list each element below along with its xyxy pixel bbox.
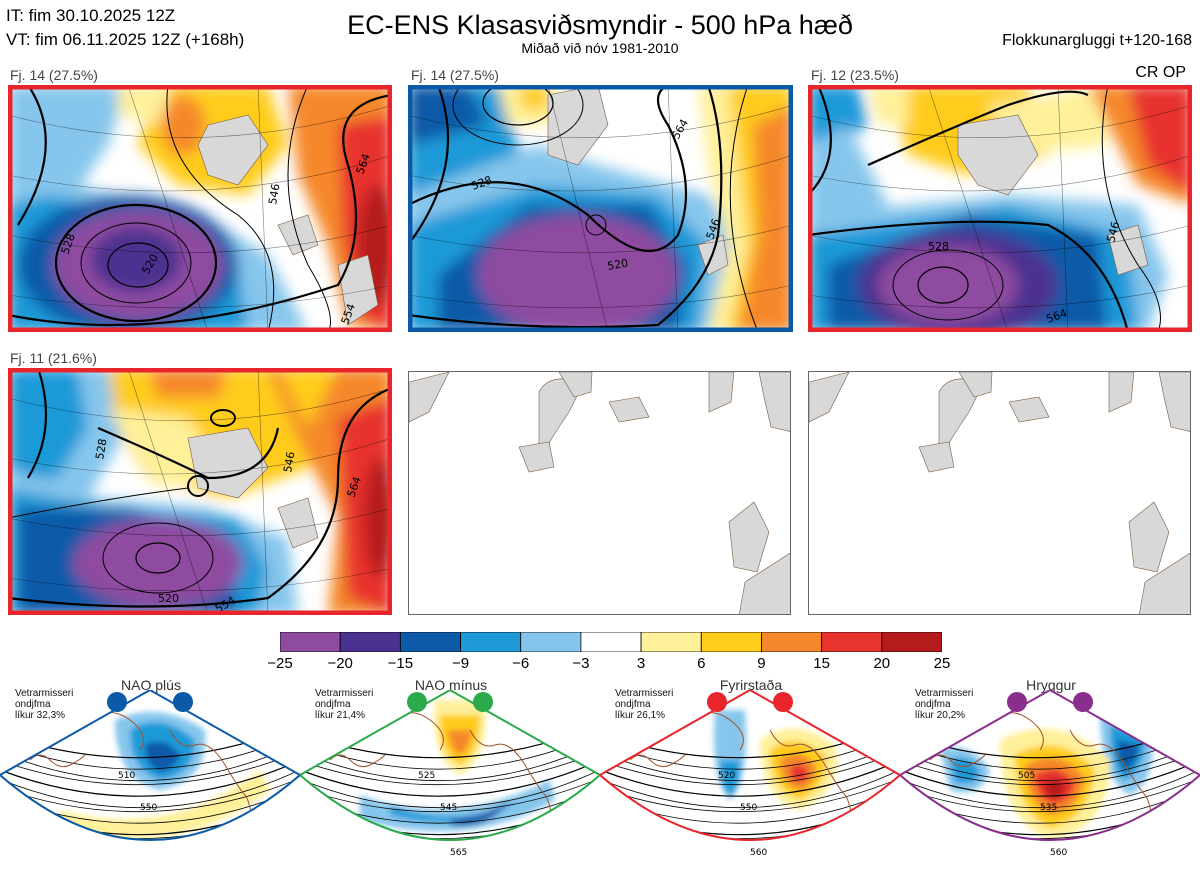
colorbar-tick-label: 3	[636, 655, 646, 672]
regime-marker-dot	[173, 692, 193, 712]
colorbar-tick-label: −9	[451, 655, 470, 672]
empty-map-6	[808, 371, 1191, 615]
regime-name: Hryggur	[1026, 677, 1076, 693]
regime-contour-label: 510	[118, 771, 135, 781]
page-subtitle: Miðað við nóv 1981-2010	[521, 40, 679, 56]
regime-marker-dot	[473, 692, 493, 712]
regime-note: ondjfma	[15, 699, 51, 710]
cluster-panel-2[interactable]: 528 520 546 564	[408, 85, 793, 332]
colorbar-segment	[520, 632, 582, 652]
panel-1-border	[8, 85, 392, 332]
colorbar-segment	[640, 632, 702, 652]
panel-3-contour-label: 546	[1104, 220, 1122, 244]
init-time: IT: fim 30.10.2025 12Z	[6, 6, 176, 25]
regime-marker-dot	[773, 692, 793, 712]
colorbar-tick-label: −20	[327, 655, 353, 672]
colorbar-tick-label: −25	[267, 655, 293, 672]
regime-note: líkur 20,2%	[915, 710, 966, 721]
colorbar-tick-label: 6	[697, 655, 706, 672]
regime-contour-label: 550	[740, 803, 757, 813]
colorbar-segment	[700, 632, 762, 652]
regime-note: ondjfma	[915, 699, 951, 710]
colorbar-segment	[881, 632, 942, 652]
regime-note: ondjfma	[315, 699, 351, 710]
panel-2-border	[408, 85, 793, 332]
regime-marker-dot	[1073, 692, 1093, 712]
regime-note: líkur 32,3%	[15, 710, 66, 721]
cluster-map-4: 528 520 546 554 564	[8, 368, 392, 615]
regime-map: 510 550	[0, 690, 300, 841]
panel-4-border	[8, 368, 392, 615]
regime-note: líkur 26,1%	[615, 710, 666, 721]
panel-2-label: Fj. 14 (27.5%)	[411, 67, 499, 83]
regime-contour-label: 535	[1040, 803, 1057, 813]
regime-name: Fyrirstaða	[719, 677, 783, 693]
regime-name: NAO plús	[121, 677, 181, 693]
regime-contour-label: 520	[718, 771, 735, 781]
panel-3-border	[808, 85, 1192, 332]
panel-1-label: Fj. 14 (27.5%)	[10, 67, 98, 83]
panel-4-label: Fj. 11 (21.6%)	[10, 350, 97, 366]
regime-contour-label: 550	[140, 803, 157, 813]
panel-2-contour-label: 520	[606, 257, 629, 273]
colorbar-tick-label: −15	[387, 655, 414, 672]
cluster-map-3: 528 546 564	[808, 85, 1192, 332]
cluster-panel-1[interactable]: 528 520 546 554 564	[8, 85, 392, 332]
empty-map-5	[408, 371, 791, 615]
regime-note: Vetrarmisseri	[915, 688, 974, 699]
regime-contour-label: 505	[1018, 771, 1035, 781]
regime-note: líkur 21,4%	[315, 710, 366, 721]
regime-contour-label: 525	[418, 771, 435, 781]
colorbar-segment	[460, 632, 522, 652]
colorbar-tick-label: −3	[572, 655, 590, 672]
panel-3-label: Fj. 12 (23.5%)	[811, 67, 899, 83]
colorbar-tick-label: 15	[813, 655, 830, 672]
regime-note: Vetrarmisseri	[615, 688, 674, 699]
colorbar-tick-label: 9	[757, 655, 766, 672]
colorbar-segment	[580, 632, 642, 652]
panel-4-contour-label: 520	[158, 592, 179, 605]
regime-note: Vetrarmisseri	[15, 688, 74, 699]
cluster-panel-4[interactable]: 528 520 546 554 564	[8, 368, 392, 615]
colorbar-segment	[339, 632, 401, 652]
classification-window: Flokkunargluggi t+120-168	[1002, 32, 1192, 49]
colorbar-tick-label: 20	[873, 655, 891, 672]
regime-contour-label: 545	[440, 803, 457, 813]
panel-3-contour-label: 528	[928, 240, 949, 253]
colorbar-tick-label: 25	[933, 655, 951, 672]
regime-marker-dot	[1007, 692, 1027, 712]
colorbar-segment	[821, 632, 883, 652]
regime-name: NAO mínus	[414, 677, 488, 693]
cr-op-label: CR OP	[1135, 64, 1186, 81]
regime-map: 520 550 560	[600, 690, 900, 858]
panel-4-contour-label: 528	[93, 438, 109, 461]
regime-note: ondjfma	[615, 699, 651, 710]
panel-4-contour-label: 546	[281, 451, 297, 474]
regime-marker-dot	[707, 692, 727, 712]
colorbar-segment	[399, 632, 461, 652]
regime-contour-label: 560	[1050, 848, 1067, 858]
regime-note: Vetrarmisseri	[315, 688, 374, 699]
regime-marker-dot	[407, 692, 427, 712]
regime-marker-dot	[107, 692, 127, 712]
colorbar-tick-label: −6	[512, 655, 530, 672]
valid-time: VT: fim 06.11.2025 12Z (+168h)	[6, 30, 245, 49]
anomaly-colorbar	[280, 632, 942, 652]
colorbar-segment	[761, 632, 823, 652]
page-title: EC-ENS Klasasviðsmyndir - 500 hPa hæð	[347, 10, 853, 40]
cluster-map-1: 528 520 546 554 564	[8, 85, 392, 332]
panel-1-contour-label: 546	[266, 183, 282, 206]
regime-contour-label: 560	[750, 848, 767, 858]
regime-map: 525 545 565	[300, 690, 600, 858]
cluster-panel-3[interactable]: 528 546 564	[808, 85, 1192, 332]
cluster-map-2: 528 520 546 564	[408, 85, 793, 332]
colorbar-segment	[280, 632, 341, 652]
regime-map: 505 535 560	[900, 690, 1200, 858]
regime-contour-label: 565	[450, 848, 467, 858]
